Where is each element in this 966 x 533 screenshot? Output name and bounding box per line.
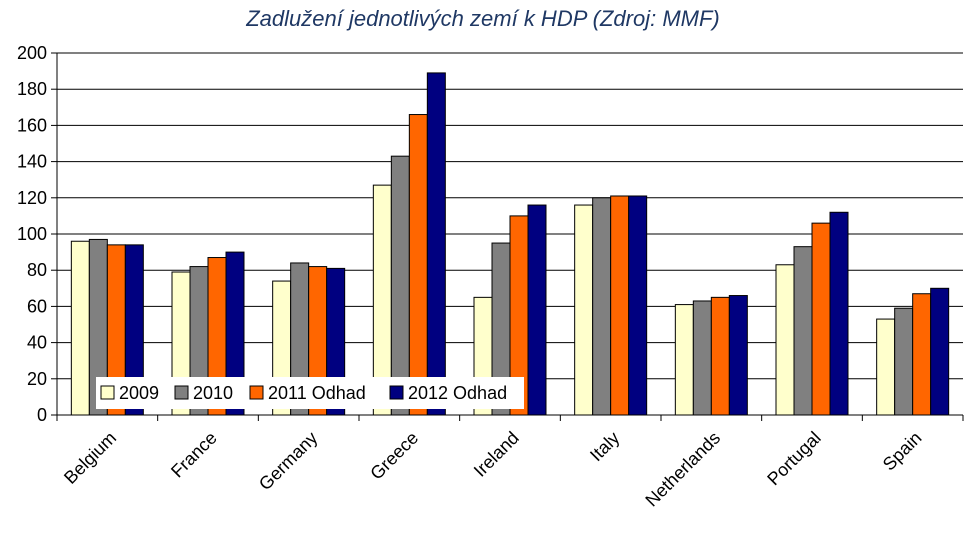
bar-greece-2010 (390, 155, 410, 416)
legend-swatch-2011-odhad (249, 385, 264, 400)
y-tick-label: 200 (17, 43, 47, 63)
bar-portugal-2010 (793, 246, 813, 416)
bars (70, 72, 950, 416)
y-tick-label: 40 (27, 333, 47, 353)
chart-title: Zadlužení jednotlivých zemí k HDP (Zdroj… (246, 6, 720, 31)
y-tick-label: 140 (17, 152, 47, 172)
bar-portugal-2012-odhad (829, 211, 849, 416)
x-axis-ticks: Belgium France Germany Greece Ireland Italy Ne… (56, 415, 964, 511)
bar-spain-2012-odhad (930, 287, 950, 416)
x-tick-label-portugal: Portugal (763, 428, 825, 490)
x-tick-label-spain: Spain (879, 428, 926, 475)
bar-portugal-2011-odhad (811, 222, 831, 416)
bar-netherlands-2011-odhad (710, 296, 730, 416)
bar-netherlands-2012-odhad (728, 295, 748, 416)
bar-spain-2009 (876, 318, 896, 416)
legend-label-2009: 2009 (119, 383, 159, 403)
y-axis-ticks: 0 20 40 60 80 100 120 140 160 180 200 (17, 43, 57, 425)
legend: 2009 2010 2011 Odhad 2012 Odhad (96, 377, 524, 409)
legend-swatch-2012-odhad (389, 385, 404, 400)
y-tick-label: 180 (17, 79, 47, 99)
x-tick-label-italy: Italy (586, 428, 623, 465)
bar-italy-2011-odhad (610, 195, 630, 416)
x-tick-label-greece: Greece (366, 428, 422, 484)
y-tick-label: 80 (27, 260, 47, 280)
bar-netherlands-2010 (692, 300, 712, 416)
y-tick-label: 20 (27, 369, 47, 389)
bar-italy-2009 (574, 204, 594, 416)
legend-swatch-2009 (100, 385, 115, 400)
x-tick-label-germany: Germany (255, 428, 321, 494)
x-tick-label-france: France (167, 428, 221, 482)
bar-greece-2011-odhad (408, 114, 428, 416)
x-tick-label-belgium: Belgium (60, 428, 120, 488)
x-tick-label-ireland: Ireland (470, 428, 523, 481)
y-tick-label: 160 (17, 115, 47, 135)
legend-swatch-2010 (174, 385, 189, 400)
bar-italy-2010 (592, 197, 612, 416)
y-tick-label: 100 (17, 224, 47, 244)
legend-label-2010: 2010 (193, 383, 233, 403)
bar-portugal-2009 (775, 264, 795, 416)
bar-belgium-2009 (70, 240, 90, 416)
x-tick-label-netherlands: Netherlands (641, 428, 724, 511)
legend-label-2011-odhad: 2011 Odhad (268, 383, 366, 403)
bar-italy-2012-odhad (628, 195, 648, 416)
bar-ireland-2012-odhad (527, 204, 547, 416)
legend-label-2012-odhad: 2012 Odhad (408, 383, 507, 403)
bar-netherlands-2009 (674, 304, 694, 416)
y-tick-label: 60 (27, 296, 47, 316)
legend-box (96, 377, 524, 409)
y-tick-label: 120 (17, 188, 47, 208)
y-tick-label: 0 (37, 405, 47, 425)
bar-greece-2012-odhad (426, 72, 446, 416)
bar-spain-2011-odhad (912, 293, 932, 416)
bar-spain-2010 (894, 307, 914, 416)
